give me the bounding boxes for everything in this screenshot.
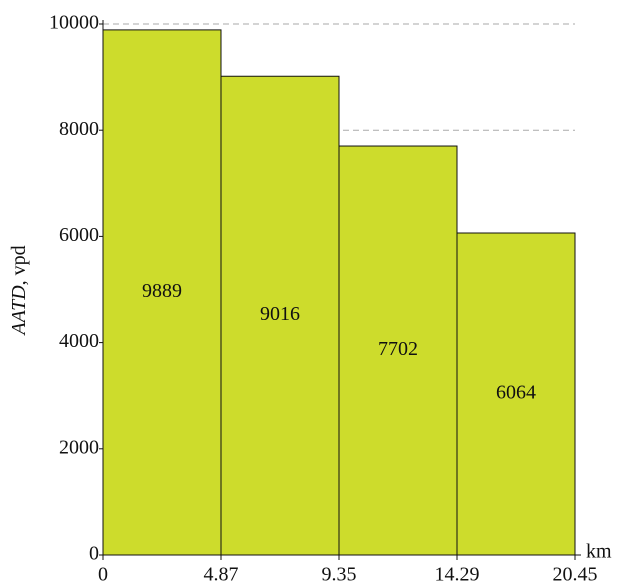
y-tick-label: 10000 [49, 12, 99, 34]
y-axis-label: AATD, vpd [8, 245, 30, 336]
y-tick-label: 6000 [59, 224, 99, 246]
value-label: 9016 [260, 303, 300, 325]
x-tick-label: 4.87 [204, 564, 239, 586]
bar [456, 232, 576, 556]
x-tick-label: 9.35 [322, 564, 357, 586]
bar [220, 75, 340, 556]
y-tick-label: 8000 [59, 118, 99, 140]
y-tick-label: 0 [89, 543, 99, 565]
x-tick-label: 0 [98, 564, 108, 586]
x-tick-label: 14.29 [435, 564, 480, 586]
value-label: 7702 [378, 338, 418, 360]
x-axis-label: km [586, 541, 612, 563]
bar [102, 29, 222, 556]
value-label: 9889 [142, 280, 182, 302]
y-axis-label-unit: , vpd [8, 245, 30, 285]
y-tick-label: 2000 [59, 436, 99, 458]
y-axis-label-italic: AATD [8, 285, 30, 337]
y-tick-label: 4000 [59, 330, 99, 352]
value-label: 6064 [496, 382, 536, 404]
x-tick-label: 20.45 [553, 564, 598, 586]
